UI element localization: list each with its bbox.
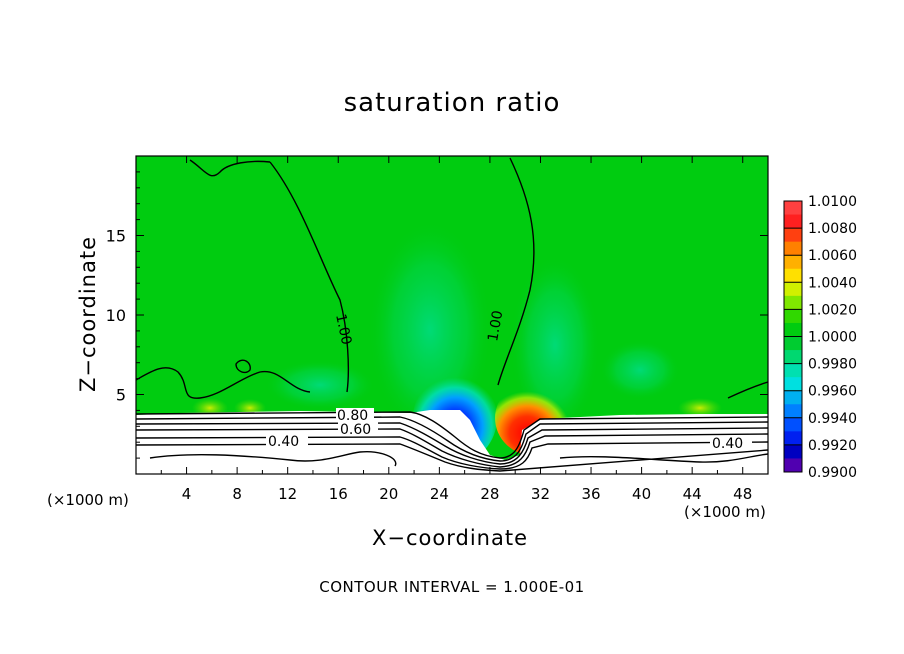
colorbar-label: 1.0000 <box>808 330 857 346</box>
colorbar-label: 0.9960 <box>808 384 857 400</box>
x-axis: 4 8 12 16 20 24 28 32 36 40 44 48 <box>160 156 752 503</box>
contour-label: 0.40 <box>712 436 743 452</box>
colorbar-label: 0.9920 <box>808 438 857 454</box>
colorbar-segment <box>784 390 802 405</box>
contour-label: 1.00 <box>485 309 506 342</box>
heatmap-yellow-3 <box>678 398 722 418</box>
x-tick-label: 48 <box>733 485 752 503</box>
x-tick-label: 32 <box>531 485 550 503</box>
contour-label: 0.60 <box>340 422 371 438</box>
x-unit-right: (×1000 m) <box>684 503 766 521</box>
contour-1.00-top <box>189 159 271 177</box>
contour-lines <box>136 157 768 472</box>
x-tick-label: 24 <box>430 485 449 503</box>
heatmap-plume-mid <box>265 360 375 410</box>
colorbar-segment <box>784 228 802 243</box>
heatmap-plume-right2 <box>600 340 680 400</box>
colorbar-segment <box>784 282 802 297</box>
colorbar-label: 1.0040 <box>808 275 857 291</box>
colorbar-segment <box>784 241 802 256</box>
contour-label-bg <box>336 408 374 422</box>
x-tick-label: 12 <box>278 485 297 503</box>
x-tick-label: 28 <box>480 485 499 503</box>
y-axis: 5 10 15 <box>106 171 768 459</box>
contour-label-bg <box>338 422 378 436</box>
contour-1.00-right <box>497 157 535 386</box>
x-unit-left: (×1000 m) <box>47 491 129 509</box>
colorbar-segment <box>784 444 802 459</box>
contour-0.70 <box>136 422 768 465</box>
colorbar: 1.0100 1.0080 1.0060 1.0040 1.0020 1.0000 0.99… <box>783 194 857 481</box>
colorbar-segment <box>784 431 802 446</box>
colorbar-label: 1.0080 <box>808 221 857 237</box>
contour-1.00-low-right <box>727 381 768 399</box>
x-tick-label: 4 <box>182 485 192 503</box>
colorbar-segment <box>784 309 802 324</box>
x-tick-label: 44 <box>683 485 702 503</box>
contour-labels: 1.00 1.00 0.80 0.60 0.40 0.40 <box>266 309 752 452</box>
x-tick-label: 8 <box>232 485 242 503</box>
x-tick-label: 36 <box>581 485 600 503</box>
colorbar-label: 1.0060 <box>808 248 857 264</box>
contour-inner-left <box>149 450 397 467</box>
contour-interval-note: CONTOUR INTERVAL = 1.000E-01 <box>319 578 585 596</box>
colorbar-segment <box>784 295 802 310</box>
colorbar-label: 0.9980 <box>808 357 857 373</box>
contour-label: 1.00 <box>332 313 354 347</box>
colorbar-segment <box>784 322 802 337</box>
heatmap-field <box>136 156 768 474</box>
x-tick-label: 40 <box>632 485 651 503</box>
y-tick-label: 5 <box>116 386 126 405</box>
colorbar-segment <box>784 201 802 216</box>
contour-label-bg <box>266 434 308 448</box>
colorbar-label: 1.0020 <box>808 302 857 318</box>
contour-0.50 <box>136 436 768 470</box>
y-axis-label: Z−coordinate <box>76 236 100 392</box>
terrain-mask <box>136 410 768 474</box>
colorbar-segment <box>784 404 802 419</box>
colorbar-segment <box>784 268 802 283</box>
colorbar-segment <box>784 377 802 392</box>
x-tick-label: 16 <box>329 485 348 503</box>
contour-label-bg <box>710 436 752 450</box>
contour-0.40 <box>136 443 768 472</box>
colorbar-segment <box>784 417 802 432</box>
colorbar-label: 0.9900 <box>808 465 857 481</box>
colorbar-label: 1.0100 <box>808 194 857 210</box>
contour-label: 0.80 <box>337 408 368 424</box>
colorbar-segment <box>784 336 802 351</box>
contour-0.90 <box>136 411 768 459</box>
colorbar-segment <box>784 214 802 229</box>
colorbar-label: 0.9940 <box>808 411 857 427</box>
colorbar-segment <box>784 458 802 473</box>
x-axis-label: X−coordinate <box>372 526 528 550</box>
colorbar-segment <box>784 363 802 378</box>
contour-0.80 <box>136 416 768 462</box>
contour-1.00-low-left <box>136 367 311 399</box>
colorbar-segment <box>784 350 802 365</box>
contour-small-loop <box>235 359 251 374</box>
contour-0.60 <box>136 428 768 468</box>
y-tick-label: 10 <box>106 306 126 325</box>
chart-title: saturation ratio <box>343 88 561 118</box>
y-tick-label: 15 <box>106 227 126 246</box>
contour-label: 0.40 <box>268 434 299 450</box>
colorbar-segment <box>784 255 802 270</box>
contour-1.00-left <box>269 161 350 393</box>
contour-inner-right <box>559 453 768 463</box>
x-tick-label: 20 <box>379 485 398 503</box>
